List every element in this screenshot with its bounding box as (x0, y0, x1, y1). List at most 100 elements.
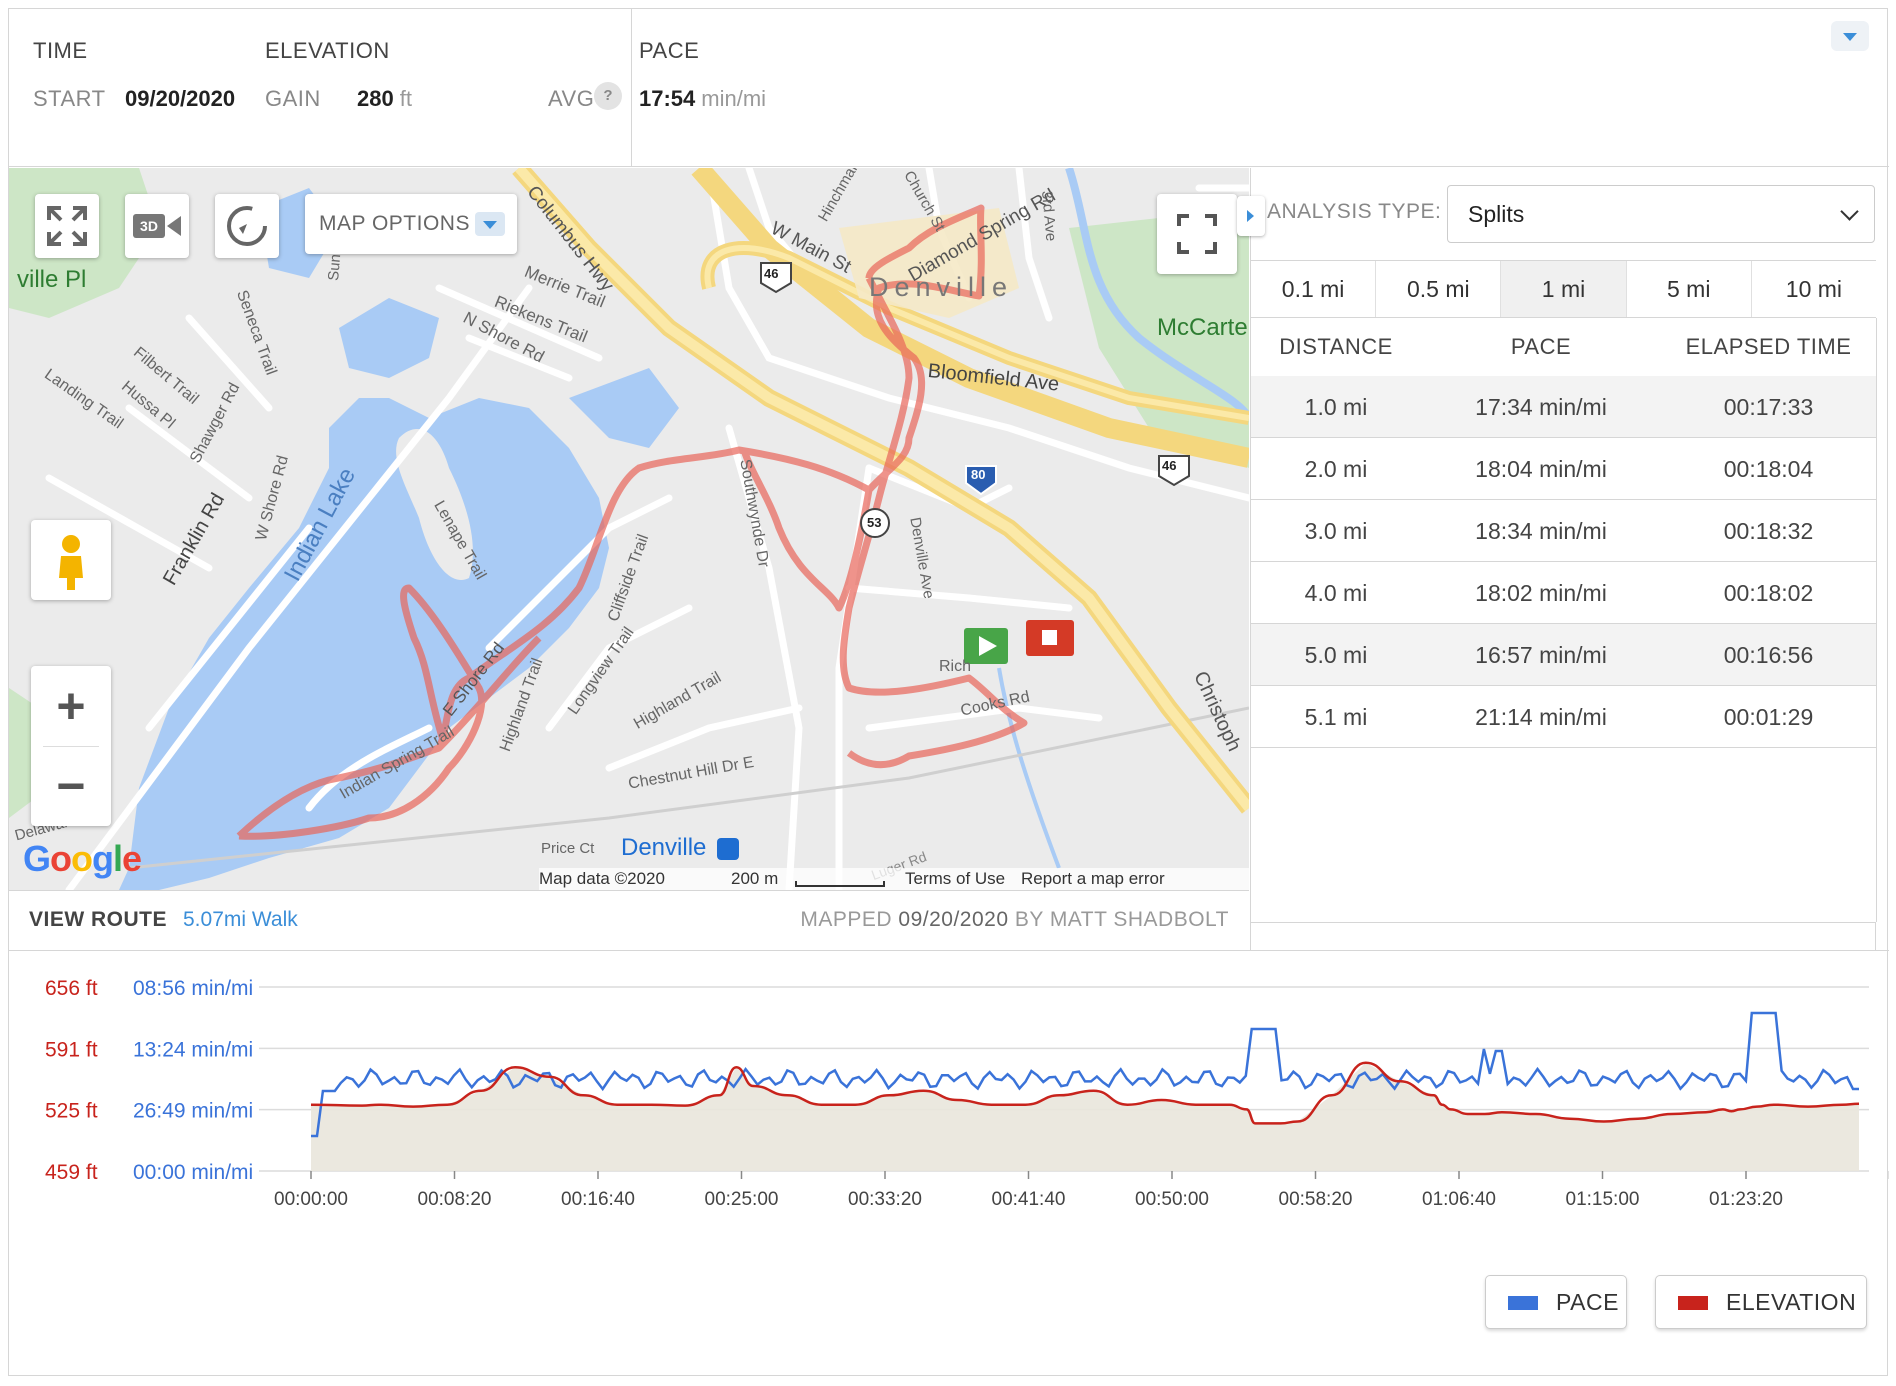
column-header-elapsed: ELAPSED TIME (1685, 334, 1852, 359)
train-icon (717, 837, 740, 860)
map-options-label: MAP OPTIONS (319, 212, 470, 235)
legend-pace-toggle[interactable]: PACE (1485, 1275, 1627, 1329)
chart-canvas[interactable]: 656 ft 08:56 min/mi 591 ft 13:24 min/mi 525 … (9, 951, 1889, 1251)
street-view-pegman-button[interactable] (31, 520, 111, 600)
split-distance: 5.1 mi (1304, 704, 1368, 730)
gain-label: GAIN (265, 86, 321, 111)
x-tick-label: 01:23:20 (1709, 1189, 1783, 1210)
legend-elevation-toggle[interactable]: ELEVATION (1655, 1275, 1867, 1329)
elevation-tick-label: 459 ft (45, 1161, 98, 1184)
splits-table-header: DISTANCE PACE ELAPSED TIME (1251, 318, 1876, 376)
avg-pace-unit: min/mi (701, 86, 767, 111)
stats-header: TIME START 09/20/2020 ELEVATION GAIN 280… (9, 9, 1889, 167)
avg-pace-number: 17:54 (639, 86, 696, 111)
split-pace: 17:34 min/mi (1475, 394, 1607, 420)
split-pace: 16:57 min/mi (1475, 642, 1607, 668)
chevron-down-icon (475, 212, 505, 236)
split-distance-tabs: 0.1 mi 0.5 mi 1 mi 5 mi 10 mi (1251, 260, 1876, 318)
zoom-controls: + − (31, 666, 111, 826)
legend-pace-label: PACE (1556, 1289, 1619, 1315)
map-options-dropdown[interactable]: MAP OPTIONS (305, 194, 517, 254)
3d-label: 3D (133, 214, 165, 238)
table-row: 4.0 mi 18:02 min/mi 00:18:02 (1251, 562, 1876, 624)
collapse-chevron-icon[interactable] (1831, 21, 1869, 51)
tab-10-mi[interactable]: 10 mi (1785, 276, 1843, 302)
elevation-tick-label: 656 ft (45, 977, 98, 1000)
avg-help-icon[interactable]: ? (594, 82, 622, 110)
tab-0-5-mi[interactable]: 0.5 mi (1376, 261, 1502, 317)
panel-footer (1251, 922, 1876, 950)
pace-tick-label: 08:56 min/mi (133, 977, 253, 1000)
denville-station-text: Denville (621, 834, 707, 861)
x-tick-label: 00:00:00 (274, 1189, 348, 1210)
route-link[interactable]: 5.07mi Walk (183, 908, 298, 931)
table-row: 2.0 mi 18:04 min/mi 00:18:04 (1251, 438, 1876, 500)
fullscreen-expand-button[interactable] (35, 194, 99, 258)
mapped-by-text: MAPPED 09/20/2020 BY MATT SHADBOLT (800, 908, 1229, 932)
x-tick-label: 00:33:20 (848, 1189, 922, 1210)
map-scale-bar (795, 881, 885, 887)
analysis-type-label: ANALYSIS TYPE: (1267, 200, 1442, 223)
terms-of-use-link[interactable]: Terms of Use (905, 869, 1006, 888)
avg-label: AVG (548, 86, 595, 111)
x-tick-label: 00:41:40 (992, 1189, 1066, 1210)
analysis-type-select[interactable]: Splits (1447, 185, 1875, 243)
rotate-icon (227, 206, 267, 246)
x-tick-label: 00:16:40 (561, 1189, 635, 1210)
start-value: 09/20/2020 (125, 86, 236, 111)
stats-left-panel: TIME START 09/20/2020 ELEVATION GAIN 280… (9, 9, 632, 167)
google-logo: Google (23, 838, 142, 880)
mapped-date: 09/20/2020 (898, 908, 1009, 931)
google-letter: G (23, 838, 51, 879)
column-header-distance: DISTANCE (1279, 334, 1393, 359)
table-row: 5.1 mi 21:14 min/mi 00:01:29 (1251, 686, 1876, 748)
split-distance: 5.0 mi (1304, 642, 1368, 668)
panel-toggle-chevron-icon[interactable] (1237, 196, 1265, 236)
workout-details-frame: TIME START 09/20/2020 ELEVATION GAIN 280… (8, 8, 1889, 1376)
report-map-error-link[interactable]: Report a map error (1021, 869, 1165, 888)
pace-tick-label: 13:24 min/mi (133, 1038, 253, 1061)
split-distance: 3.0 mi (1304, 518, 1368, 544)
elevation-heading: ELEVATION (265, 38, 390, 63)
zoom-divider (43, 746, 99, 747)
split-elapsed: 00:01:29 (1723, 704, 1814, 730)
rotate-button[interactable] (215, 194, 279, 258)
tab-5-mi[interactable]: 5 mi (1627, 261, 1752, 317)
split-elapsed: 00:17:33 (1723, 394, 1814, 420)
google-letter: g (92, 838, 114, 879)
tab-0-1-mi[interactable]: 0.1 mi (1251, 261, 1377, 317)
gain-number: 280 (357, 86, 394, 111)
table-row: 5.0 mi 16:57 min/mi 00:16:56 (1251, 624, 1876, 686)
map-footer: Map data ©2020 200 m Terms of Use Report… (539, 868, 1249, 890)
zoom-in-button[interactable]: + (56, 678, 86, 734)
split-pace: 21:14 min/mi (1475, 704, 1607, 730)
google-letter: o (71, 838, 93, 879)
expand-icon (47, 206, 87, 246)
zoom-out-button[interactable]: − (56, 758, 86, 814)
route-map[interactable]: ville Pl McCarte Indian Lake Denville Co… (9, 168, 1249, 890)
gain-value: 280 ft (357, 86, 412, 112)
gain-unit: ft (399, 86, 412, 111)
elevation-series-line (310, 1061, 1860, 1125)
pace-heading: PACE (639, 38, 700, 63)
split-pace: 18:34 min/mi (1475, 518, 1607, 544)
split-elapsed: 00:18:32 (1723, 518, 1814, 544)
pegman-icon (59, 535, 83, 590)
x-tick-label: 00:50:00 (1135, 1189, 1209, 1210)
pace-tick-label: 00:00 min/mi (133, 1161, 253, 1184)
split-distance: 2.0 mi (1304, 456, 1368, 482)
panel-divider (1876, 318, 1877, 922)
3d-view-button[interactable]: 3D (125, 194, 189, 258)
tab-1-mi[interactable]: 1 mi (1501, 261, 1627, 317)
google-letter: o (50, 838, 72, 879)
split-elapsed: 00:18:04 (1723, 456, 1814, 482)
split-elapsed: 00:18:02 (1723, 580, 1814, 606)
legend-pace-swatch (1508, 1296, 1538, 1310)
mapped-prefix: MAPPED (800, 908, 893, 931)
pace-tick-label: 26:49 min/mi (133, 1100, 253, 1123)
mapped-by-user: BY MATT SHADBOLT (1014, 908, 1229, 931)
x-tick-label: 00:25:00 (705, 1189, 779, 1210)
pace-series-line (311, 1011, 1859, 1138)
google-letter: e (122, 838, 142, 879)
map-fullscreen-button[interactable] (1157, 194, 1237, 274)
